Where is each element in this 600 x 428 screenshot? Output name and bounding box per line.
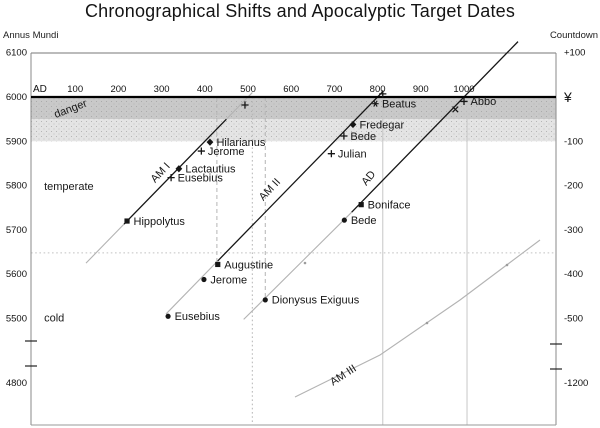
point-label-beatus: Beatus [382, 98, 417, 110]
line-am-i [85, 223, 125, 264]
top-tick-label: 600 [283, 84, 299, 95]
top-axis-label: AD [33, 84, 47, 95]
point-marker-bede [341, 217, 347, 223]
right-tick-label: -100 [564, 136, 583, 147]
point-label-lactautius: Lactautius [185, 164, 236, 176]
top-tick-label: 300 [154, 84, 170, 95]
point-label-jerome: Jerome [208, 146, 245, 158]
line-label-am-iii: AM III [328, 363, 359, 389]
top-tick-label: 200 [110, 84, 126, 95]
zone-danger-light-texture [31, 119, 556, 142]
left-tick-label: 5600 [6, 269, 27, 280]
point-label-bede: Bede [350, 131, 376, 143]
line-ad [243, 211, 353, 320]
point-label-eusebius: Eusebius [178, 172, 224, 184]
left-tick-label: 6000 [6, 92, 27, 103]
point-marker-julian [327, 150, 335, 158]
left-tick-label: 4800 [6, 378, 27, 389]
top-tick-label: 1000 [453, 84, 474, 95]
left-axis-title: Annus Mundi [3, 30, 59, 41]
point-label-julian: Julian [338, 149, 367, 161]
top-tick-label: 400 [197, 84, 213, 95]
point-label-jerome: Jerome [210, 274, 247, 286]
point-label-abbo: Abbo [471, 96, 497, 108]
point-label-dionysus-exiguus: Dionysus Exiguus [272, 295, 360, 307]
right-axis-title: Countdown [549, 30, 598, 41]
line-am-ii [165, 260, 219, 315]
point-marker-lactautius [175, 165, 183, 173]
line-dot [505, 263, 509, 267]
line-label-am-ii: AM II [257, 176, 283, 203]
left-tick-label: 5900 [6, 136, 27, 147]
left-tick-label: 6100 [6, 48, 27, 59]
point-marker-augustine [215, 261, 221, 268]
right-tick-label: -300 [564, 225, 583, 236]
line-am-iii [294, 239, 541, 398]
point-marker-jerome [201, 276, 207, 283]
point-marker-target [379, 90, 387, 98]
top-tick-label: 500 [240, 84, 256, 95]
zone-label-temperate: temperate [44, 181, 94, 193]
line-ad [351, 41, 519, 213]
right-tick-label: -200 [564, 181, 583, 192]
point-marker-hilarianus [206, 138, 214, 146]
right-tick-label: -400 [564, 269, 583, 280]
point-label-fredegar: Fredegar [359, 119, 404, 131]
point-marker-fredegar [349, 120, 357, 129]
point-marker-beatus [372, 100, 379, 107]
point-marker-target [452, 106, 459, 113]
left-tick-label: 5700 [6, 225, 27, 236]
point-marker-bede [340, 132, 348, 140]
top-tick-label: 100 [67, 84, 83, 95]
point-marker-target [241, 101, 249, 109]
right-tick-label: +100 [564, 48, 585, 59]
zone-label-cold: cold [44, 313, 64, 325]
point-label-augustine: Augustine [224, 259, 273, 271]
point-marker-hippolytus [124, 218, 130, 224]
chart-title: Chronographical Shifts and Apocalyptic T… [84, 1, 516, 21]
line-am-ii [217, 91, 384, 262]
point-label-hippolytus: Hippolytus [134, 216, 186, 228]
point-label-boniface: Boniface [368, 199, 411, 211]
top-tick-label: 900 [413, 84, 429, 95]
point-marker-eusebius [167, 174, 175, 182]
top-tick-label: 800 [370, 84, 386, 95]
zone-danger-dark-texture [31, 97, 556, 120]
point-marker-abbo [460, 97, 468, 106]
top-tick-label: 700 [326, 84, 342, 95]
right-tick-label: -1200 [564, 378, 588, 389]
line-dot [425, 321, 429, 325]
point-marker-dionysus-exiguus [262, 297, 268, 303]
line-dot [303, 261, 307, 265]
point-label-bede: Bede [351, 215, 377, 227]
point-label-hilarianus: Hilarianus [216, 137, 265, 149]
point-marker-jerome [197, 147, 205, 155]
line-am-i [123, 118, 227, 225]
line-label-ad: AD [359, 169, 378, 188]
right-tick-label: ¥ [563, 89, 572, 105]
left-tick-label: 5800 [6, 181, 27, 192]
line-label-am-i: AM I [149, 161, 173, 186]
point-marker-boniface [358, 202, 364, 208]
right-tick-label: -500 [564, 314, 583, 325]
point-label-eusebius: Eusebius [175, 311, 221, 323]
left-tick-label: 5500 [6, 314, 27, 325]
point-marker-eusebius [165, 313, 171, 319]
